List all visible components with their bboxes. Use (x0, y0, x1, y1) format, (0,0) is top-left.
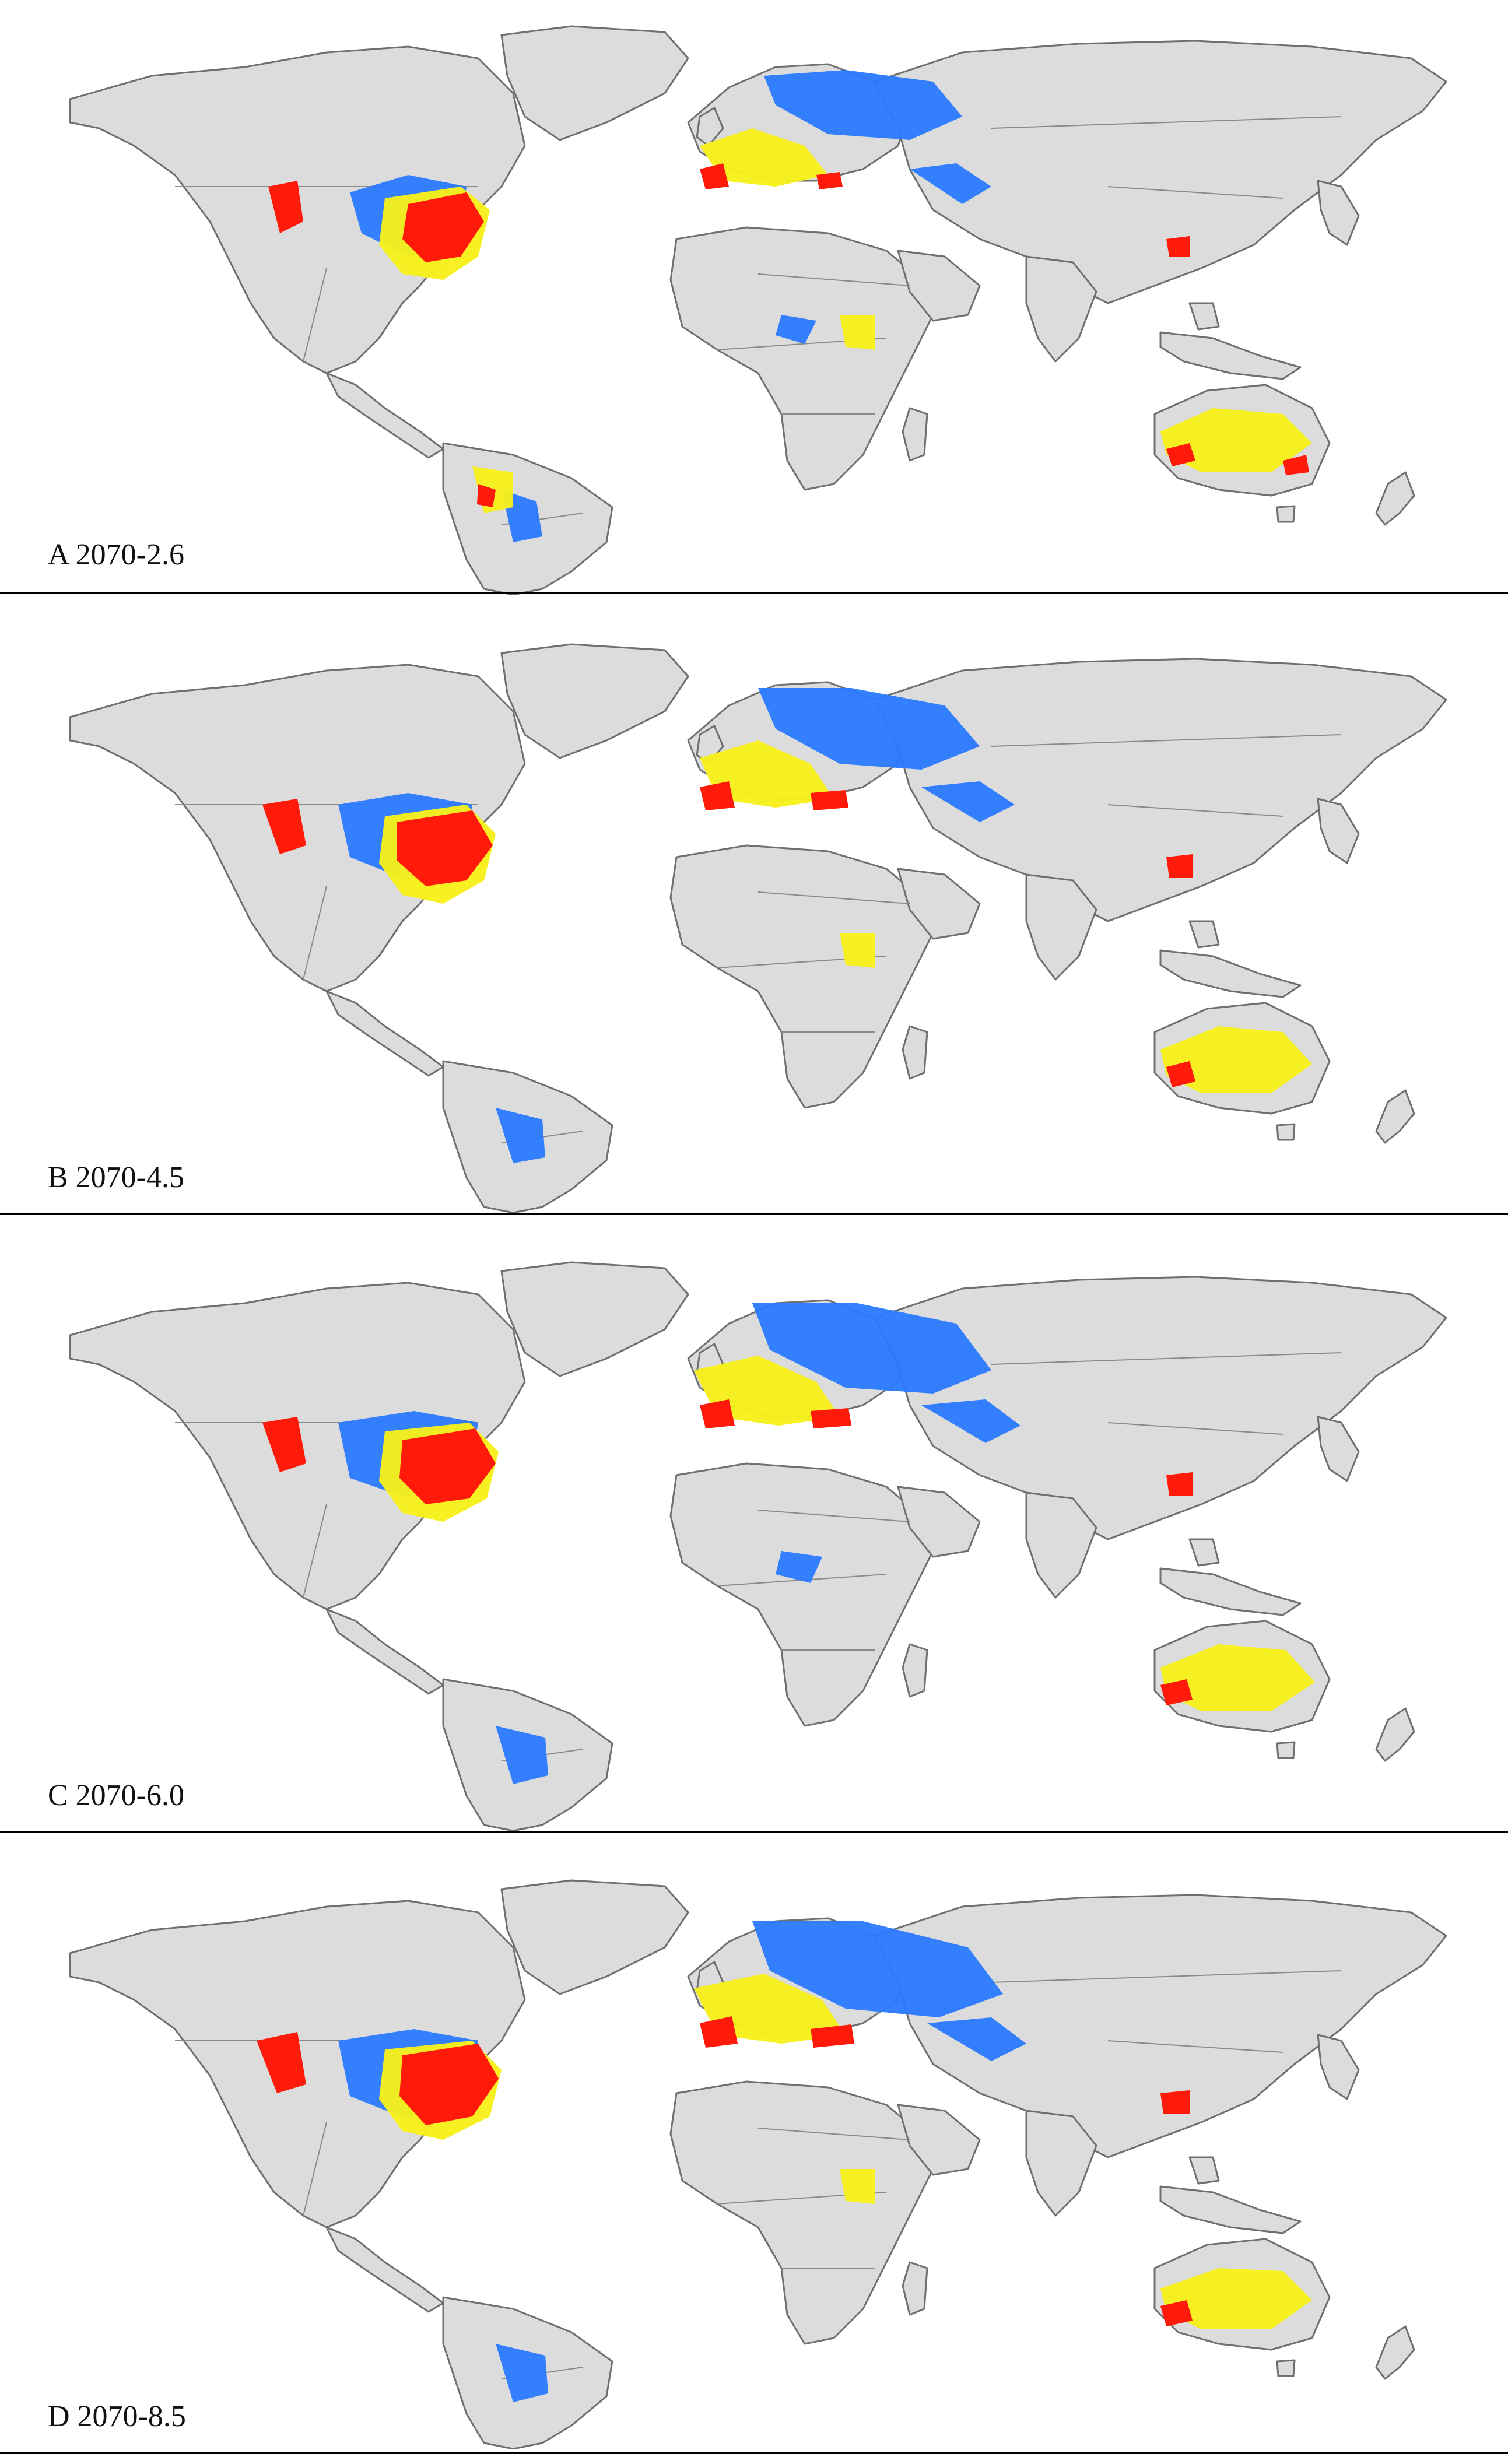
world-map-a (0, 12, 1508, 595)
panel-divider-a (0, 592, 1508, 594)
panel-label-a: A 2070-2.6 (48, 538, 184, 571)
map-panel-b: B 2070-4.5 (0, 609, 1508, 1227)
suitability-layer-b (262, 688, 1312, 1163)
panel-label-b: B 2070-4.5 (48, 1161, 184, 1194)
world-map-c (0, 1248, 1508, 1831)
panel-divider-b (0, 1213, 1508, 1215)
map-panel-c: C 2070-6.0 (0, 1227, 1508, 1845)
map-panel-d: D 2070-8.5 (0, 1845, 1508, 2464)
panel-label-c: C 2070-6.0 (48, 1779, 184, 1812)
suitability-layer-a (268, 70, 1312, 542)
world-map-d (0, 1866, 1508, 2449)
panel-divider-d (0, 2452, 1508, 2454)
panel-divider-c (0, 1831, 1508, 1833)
suitability-layer-c (262, 1303, 1315, 1784)
panel-label-d: D 2070-8.5 (48, 2400, 186, 2433)
suitability-layer-d (257, 1921, 1312, 2402)
world-map-b (0, 630, 1508, 1213)
map-panel-a: A 2070-2.6 (0, 0, 1508, 609)
